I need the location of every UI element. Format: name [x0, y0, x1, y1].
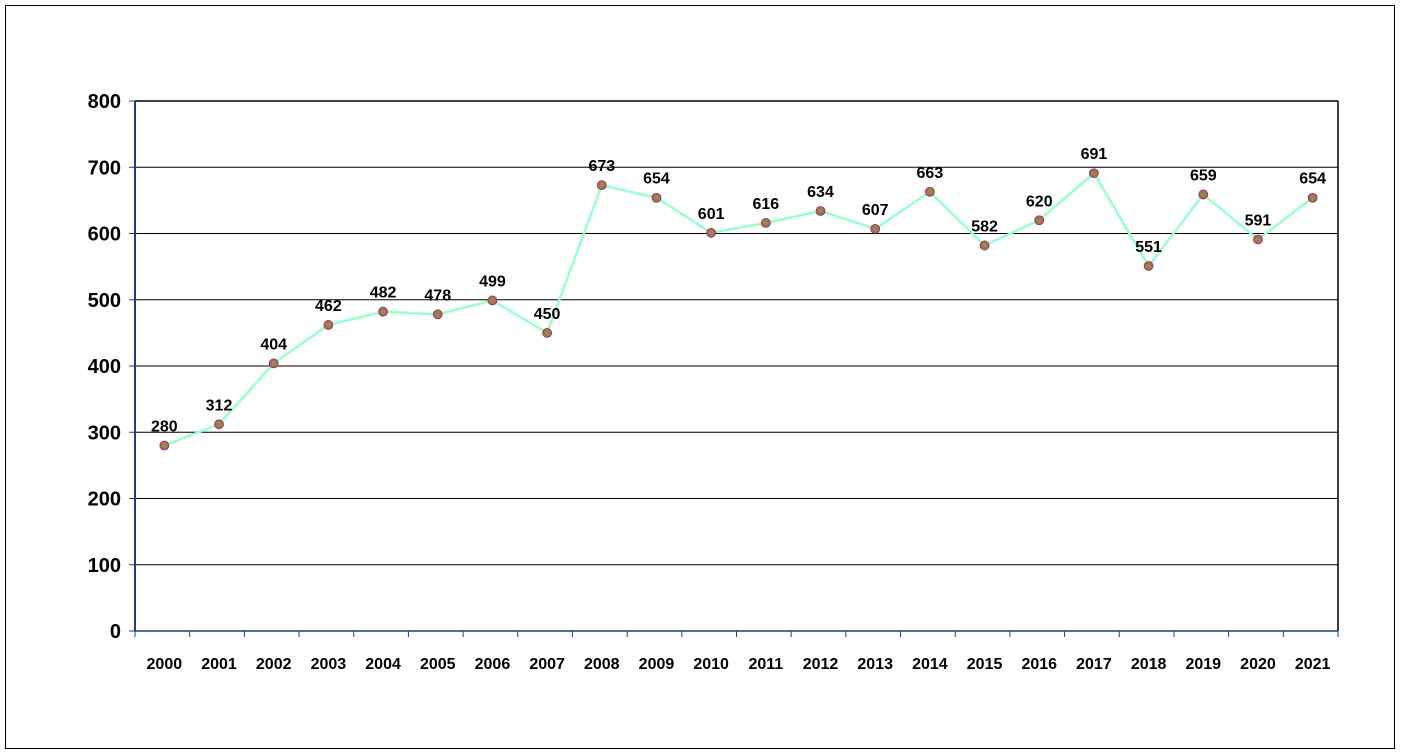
data-label: 620: [1026, 193, 1053, 210]
data-label: 616: [752, 196, 779, 213]
data-point-center: [982, 243, 987, 248]
data-label: 601: [698, 206, 725, 223]
data-label: 312: [206, 397, 233, 414]
data-point-center: [381, 309, 386, 314]
data-label: 482: [370, 285, 397, 302]
x-tick-label: 2009: [639, 656, 675, 673]
data-label: 654: [643, 171, 670, 188]
data-label: 663: [917, 165, 944, 182]
x-tick-label: 2005: [420, 656, 456, 673]
x-tick-label: 2011: [748, 656, 783, 673]
data-point-center: [1201, 192, 1206, 197]
x-tick-label: 2014: [912, 656, 948, 673]
data-point-center: [763, 220, 768, 225]
series-polyline: [163, 171, 1314, 447]
data-label: 691: [1081, 146, 1108, 163]
data-label: 551: [1135, 239, 1162, 256]
x-tick-label: 2007: [529, 656, 565, 673]
data-label: 462: [315, 298, 342, 315]
y-tick-labels: 0 100 200 300 400 500 600 700 800: [88, 91, 121, 643]
data-point-center: [217, 422, 222, 427]
data-label: 607: [862, 202, 889, 219]
data-point-center: [927, 189, 932, 194]
data-label: 591: [1245, 212, 1272, 229]
y-tick-label: 700: [88, 157, 121, 179]
data-label: 582: [971, 218, 998, 235]
data-label: 673: [588, 158, 615, 175]
x-tick-label: 2001: [201, 656, 237, 673]
data-point-center: [599, 183, 604, 188]
x-tick-label: 2020: [1240, 656, 1276, 673]
data-label: 634: [807, 184, 834, 201]
data-point-center: [654, 195, 659, 200]
data-point-center: [818, 208, 823, 213]
x-tick-label: 2012: [803, 656, 839, 673]
data-labels: 280 312 404 462 482 478 499 450 673 654 601 616 634 6…: [151, 146, 1326, 435]
x-tick-label: 2017: [1076, 656, 1112, 673]
series-line: [163, 171, 1314, 447]
data-label: 404: [260, 336, 287, 353]
x-tick-label: 2016: [1021, 656, 1057, 673]
data-point-center: [1310, 195, 1315, 200]
data-point-center: [490, 298, 495, 303]
data-label: 659: [1190, 167, 1217, 184]
data-point-center: [435, 312, 440, 317]
data-label: 450: [534, 306, 561, 323]
x-tick-labels: 2000 2001 2002 2003 2004 2005 2006 2007 2008 2009…: [147, 656, 1331, 673]
x-tick-label: 2008: [584, 656, 620, 673]
data-label: 499: [479, 273, 506, 290]
data-label: 654: [1299, 171, 1326, 188]
x-tick-label: 2013: [857, 656, 893, 673]
y-tick-label: 800: [88, 91, 121, 113]
chart-frame: 0 100 200 300 400 500 600 700 800 2000 2001 2002 20…: [5, 5, 1395, 749]
data-point-center: [873, 226, 878, 231]
x-tick-label: 2015: [967, 656, 1003, 673]
y-tick-label: 0: [110, 621, 121, 643]
data-point-center: [709, 230, 714, 235]
x-tick-label: 2003: [311, 656, 347, 673]
gridlines: [135, 100, 1338, 566]
data-point-center: [545, 330, 550, 335]
x-tick-label: 2006: [475, 656, 511, 673]
y-tick-label: 400: [88, 356, 121, 378]
axes: [129, 100, 1339, 637]
y-tick-label: 100: [88, 555, 121, 577]
data-point-center: [1091, 171, 1096, 176]
x-tick-label: 2004: [365, 656, 401, 673]
y-tick-label: 500: [88, 290, 121, 312]
y-tick-label: 200: [88, 489, 121, 511]
data-label: 280: [151, 419, 178, 436]
data-point-center: [1146, 263, 1151, 268]
data-label: 478: [424, 287, 451, 304]
x-tick-label: 2021: [1295, 656, 1331, 673]
data-point-center: [326, 322, 331, 327]
y-tick-label: 600: [88, 224, 121, 246]
x-tick-label: 2019: [1185, 656, 1221, 673]
data-point-center: [271, 361, 276, 366]
data-point-center: [1037, 218, 1042, 223]
x-tick-label: 2000: [147, 656, 183, 673]
x-tick-label: 2018: [1131, 656, 1167, 673]
x-tick-label: 2010: [693, 656, 729, 673]
data-markers: [159, 168, 1318, 451]
x-tick-label: 2002: [256, 656, 292, 673]
data-point-center: [162, 443, 167, 448]
y-tick-label: 300: [88, 422, 121, 444]
data-point-center: [1255, 237, 1260, 242]
